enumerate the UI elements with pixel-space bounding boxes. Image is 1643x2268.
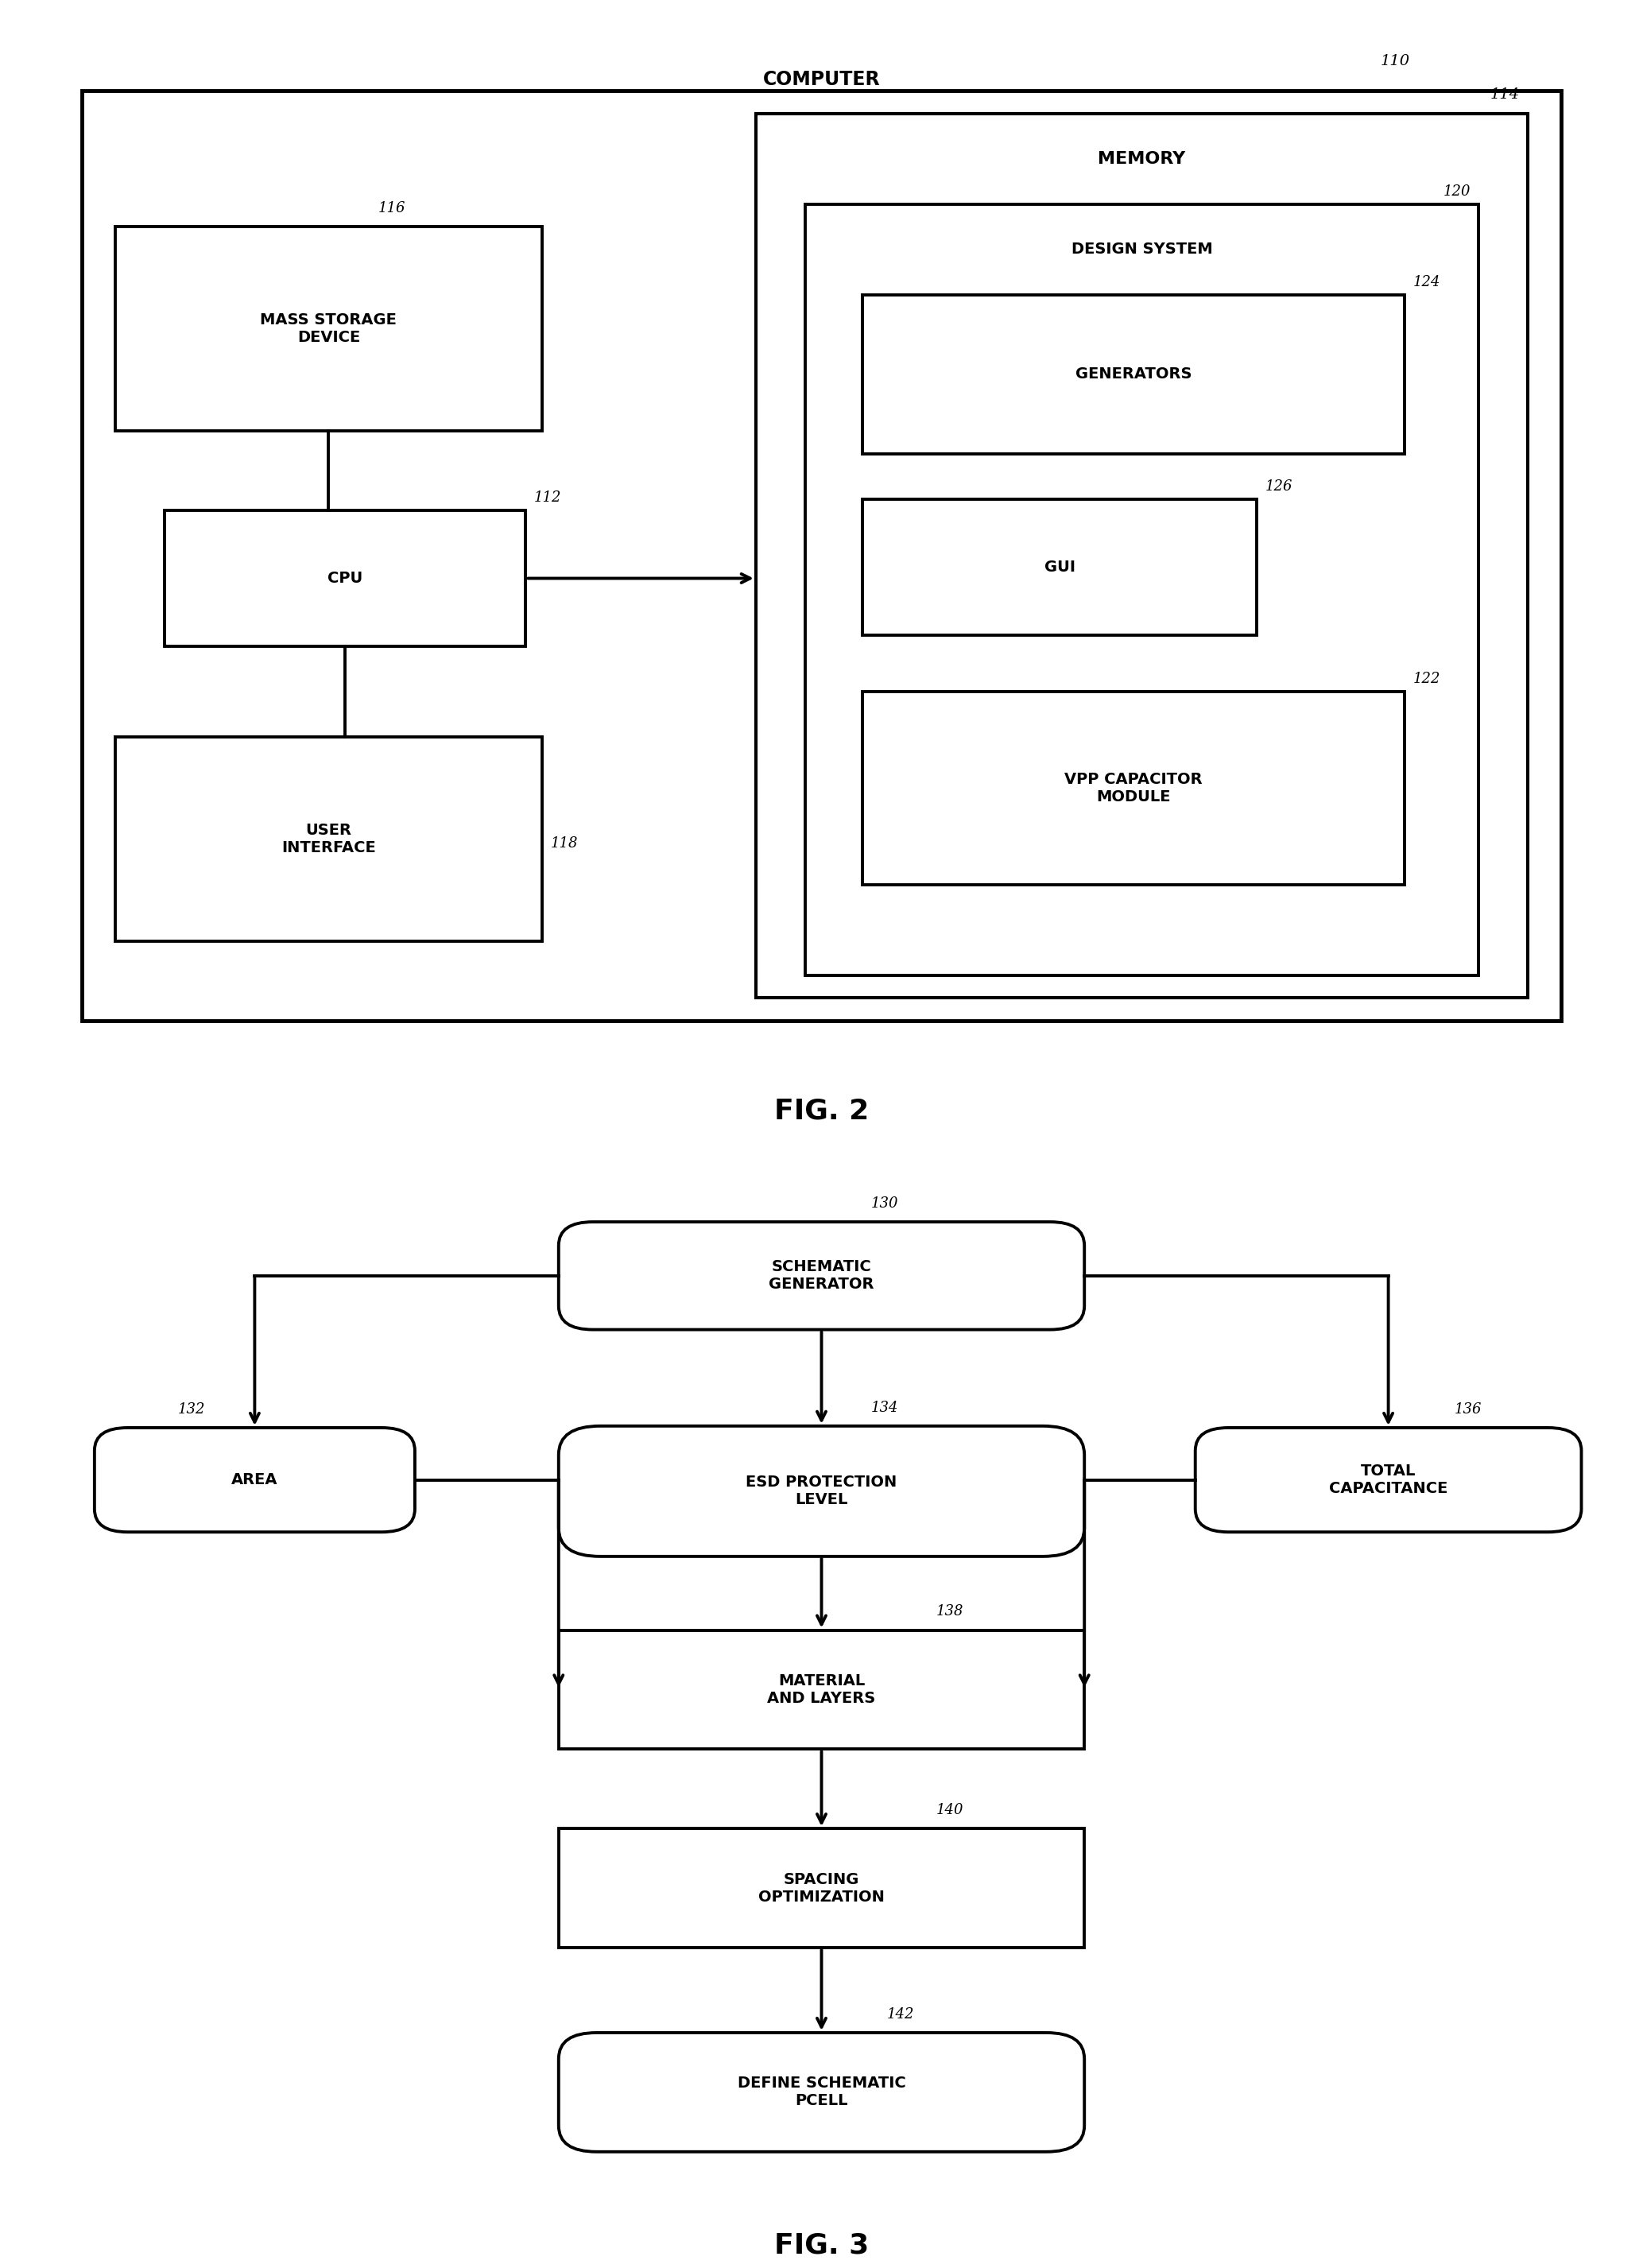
FancyBboxPatch shape bbox=[805, 204, 1479, 975]
FancyBboxPatch shape bbox=[863, 692, 1405, 885]
Text: 122: 122 bbox=[1413, 671, 1441, 685]
Text: 114: 114 bbox=[1490, 88, 1520, 102]
Text: AREA: AREA bbox=[232, 1472, 278, 1488]
Text: DESIGN SYSTEM: DESIGN SYSTEM bbox=[1071, 243, 1213, 256]
Text: 142: 142 bbox=[887, 2007, 915, 2021]
Text: ESD PROTECTION
LEVEL: ESD PROTECTION LEVEL bbox=[746, 1474, 897, 1508]
FancyBboxPatch shape bbox=[559, 2032, 1084, 2152]
Text: 132: 132 bbox=[177, 1402, 205, 1415]
FancyBboxPatch shape bbox=[82, 91, 1561, 1021]
FancyBboxPatch shape bbox=[115, 737, 542, 941]
Text: 140: 140 bbox=[937, 1803, 964, 1817]
Text: GUI: GUI bbox=[1045, 560, 1075, 574]
Text: GENERATORS: GENERATORS bbox=[1076, 367, 1191, 381]
Text: 136: 136 bbox=[1454, 1402, 1482, 1415]
FancyBboxPatch shape bbox=[559, 1427, 1084, 1556]
Text: 116: 116 bbox=[378, 202, 406, 215]
Text: 134: 134 bbox=[871, 1399, 899, 1415]
Text: FIG. 3: FIG. 3 bbox=[774, 2232, 869, 2259]
Text: 112: 112 bbox=[534, 490, 562, 503]
FancyBboxPatch shape bbox=[863, 295, 1405, 454]
Text: TOTAL
CAPACITANCE: TOTAL CAPACITANCE bbox=[1329, 1463, 1447, 1497]
Text: 138: 138 bbox=[937, 1603, 964, 1619]
FancyBboxPatch shape bbox=[559, 1828, 1084, 1948]
Text: SPACING
OPTIMIZATION: SPACING OPTIMIZATION bbox=[759, 1871, 884, 1905]
Text: USER
INTERFACE: USER INTERFACE bbox=[281, 823, 376, 855]
Text: 118: 118 bbox=[550, 837, 578, 851]
FancyBboxPatch shape bbox=[559, 1631, 1084, 1749]
Text: 124: 124 bbox=[1413, 274, 1441, 288]
Text: VPP CAPACITOR
MODULE: VPP CAPACITOR MODULE bbox=[1065, 771, 1203, 805]
FancyBboxPatch shape bbox=[863, 499, 1257, 635]
Text: 126: 126 bbox=[1265, 479, 1293, 494]
Text: 120: 120 bbox=[1443, 184, 1470, 197]
Text: MEMORY: MEMORY bbox=[1098, 150, 1186, 168]
FancyBboxPatch shape bbox=[95, 1429, 414, 1533]
FancyBboxPatch shape bbox=[756, 113, 1528, 998]
Text: COMPUTER: COMPUTER bbox=[762, 70, 881, 88]
Text: FIG. 2: FIG. 2 bbox=[774, 1098, 869, 1125]
FancyBboxPatch shape bbox=[115, 227, 542, 431]
FancyBboxPatch shape bbox=[1196, 1429, 1581, 1533]
Text: 110: 110 bbox=[1380, 54, 1410, 68]
FancyBboxPatch shape bbox=[559, 1222, 1084, 1329]
Text: MATERIAL
AND LAYERS: MATERIAL AND LAYERS bbox=[767, 1674, 876, 1706]
Text: 130: 130 bbox=[871, 1195, 899, 1211]
Text: DEFINE SCHEMATIC
PCELL: DEFINE SCHEMATIC PCELL bbox=[738, 2075, 905, 2109]
Text: SCHEMATIC
GENERATOR: SCHEMATIC GENERATOR bbox=[769, 1259, 874, 1293]
FancyBboxPatch shape bbox=[164, 510, 526, 646]
Text: MASS STORAGE
DEVICE: MASS STORAGE DEVICE bbox=[260, 313, 398, 345]
Text: CPU: CPU bbox=[327, 572, 363, 585]
